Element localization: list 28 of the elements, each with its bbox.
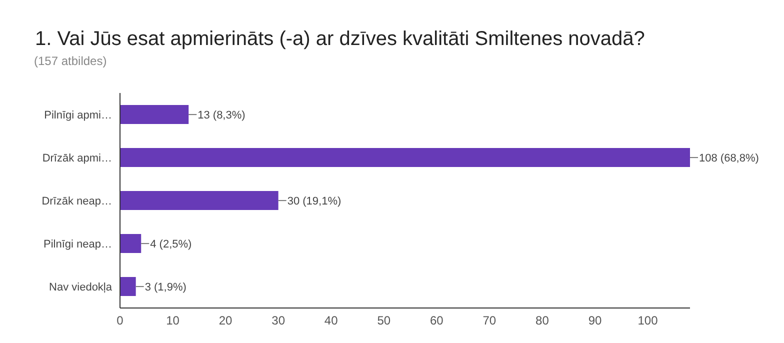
bar bbox=[120, 277, 136, 296]
x-tick-label: 20 bbox=[218, 314, 233, 328]
bar bbox=[120, 105, 189, 124]
x-tick-label: 40 bbox=[324, 314, 338, 328]
x-tick-label: 100 bbox=[638, 314, 658, 328]
y-tick-label: Nav viedokļa bbox=[49, 281, 113, 294]
bar bbox=[120, 191, 278, 210]
x-tick-label: 0 bbox=[116, 314, 124, 328]
x-tick-label: 60 bbox=[430, 314, 444, 328]
x-tick-label: 30 bbox=[272, 314, 286, 328]
data-label: 108 (68,8%) bbox=[699, 152, 759, 164]
x-tick-label: 80 bbox=[536, 314, 550, 328]
data-label: 13 (8,3%) bbox=[198, 109, 246, 122]
x-tick-label: 90 bbox=[588, 314, 602, 328]
x-tick-label: 10 bbox=[166, 314, 180, 328]
data-label: 30 (19,1%) bbox=[287, 195, 342, 208]
bar bbox=[120, 148, 690, 168]
x-tick-label: 70 bbox=[482, 314, 496, 328]
y-tick-label: Pilnīgi neap… bbox=[44, 238, 112, 250]
y-tick-label: Drīzāk apmi… bbox=[42, 152, 112, 164]
chart-subtitle: (157 atbildes) bbox=[34, 54, 107, 68]
y-tick-label: Drīzāk neap… bbox=[42, 195, 112, 208]
data-label: 4 (2,5%) bbox=[150, 238, 192, 250]
chart-title: 1. Vai Jūs esat apmierināts (-a) ar dzīves kvalitāti Smiltenes novadā? bbox=[35, 28, 645, 51]
y-tick-label: Pilnīgi apmi… bbox=[44, 109, 112, 122]
bar bbox=[120, 234, 142, 254]
data-label: 3 (1,9%) bbox=[144, 281, 186, 294]
x-tick-label: 50 bbox=[377, 314, 391, 328]
